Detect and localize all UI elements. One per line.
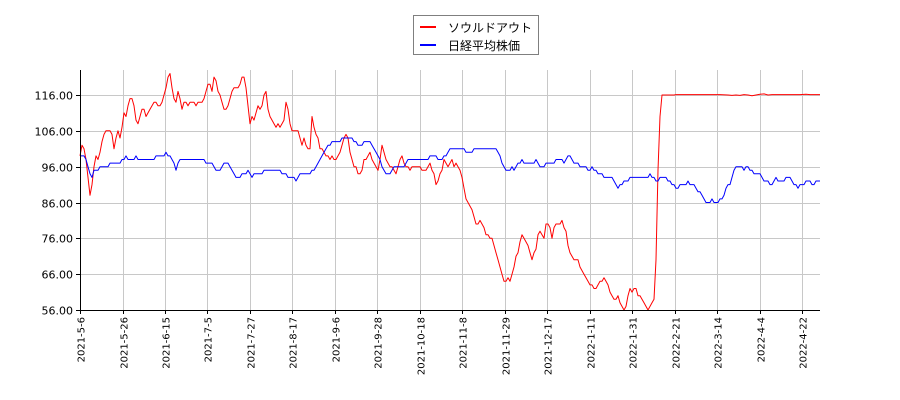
- legend: ソウルドアウト 日経平均株価: [413, 15, 539, 55]
- x-tick-label: 2021-11-8: [459, 317, 470, 369]
- legend-item-soldout: ソウルドアウト: [420, 18, 532, 36]
- series-soldout-line: [79, 73, 820, 311]
- y-tick-label: 66.00: [42, 269, 74, 282]
- grid-lines: [80, 70, 820, 311]
- x-tick-label: 2021-6-15: [162, 317, 173, 369]
- x-tick-label: 2021-5-6: [77, 317, 88, 362]
- x-tick-label: 2021-9-28: [374, 317, 385, 369]
- x-tick-label: 2022-2-21: [672, 317, 683, 369]
- x-tick-label: 2021-12-17: [544, 317, 555, 375]
- x-tick-label: 2021-8-17: [289, 317, 300, 369]
- legend-item-nikkei: 日経平均株価: [420, 36, 520, 54]
- axes: 56.00 66.00 76.00 86.00 96.00 106.00 116.00 202…: [35, 70, 820, 375]
- x-tick-label: 2022-4-4: [757, 317, 768, 362]
- y-tick-label: 56.00: [42, 305, 74, 318]
- y-tick-label: 116.00: [35, 90, 74, 103]
- series-lines: [79, 73, 820, 311]
- x-tick-label: 2021-7-5: [204, 317, 215, 362]
- y-tick-label: 76.00: [42, 233, 74, 246]
- series-nikkei-line: [80, 137, 820, 203]
- x-tick-label: 2022-4-22: [799, 317, 810, 369]
- legend-swatch-blue: [420, 44, 436, 46]
- x-tick-label: 2022-3-14: [714, 317, 725, 369]
- legend-label: 日経平均株価: [448, 38, 521, 53]
- y-tick-label: 106.00: [35, 126, 74, 139]
- x-tick-label: 2022-1-11: [587, 317, 598, 369]
- x-tick-label: 2021-5-26: [120, 317, 131, 369]
- x-tick-label: 2022-1-31: [629, 317, 640, 369]
- x-tick-label: 2021-9-6: [332, 317, 343, 362]
- x-tick-label: 2021-11-29: [502, 317, 513, 375]
- y-tick-label: 86.00: [42, 198, 74, 211]
- legend-label: ソウルドアウト: [448, 20, 533, 35]
- x-tick-label: 2021-7-27: [247, 317, 258, 369]
- y-tick-label: 96.00: [42, 162, 74, 175]
- legend-swatch-red: [420, 26, 436, 28]
- x-tick-label: 2021-10-18: [417, 317, 428, 375]
